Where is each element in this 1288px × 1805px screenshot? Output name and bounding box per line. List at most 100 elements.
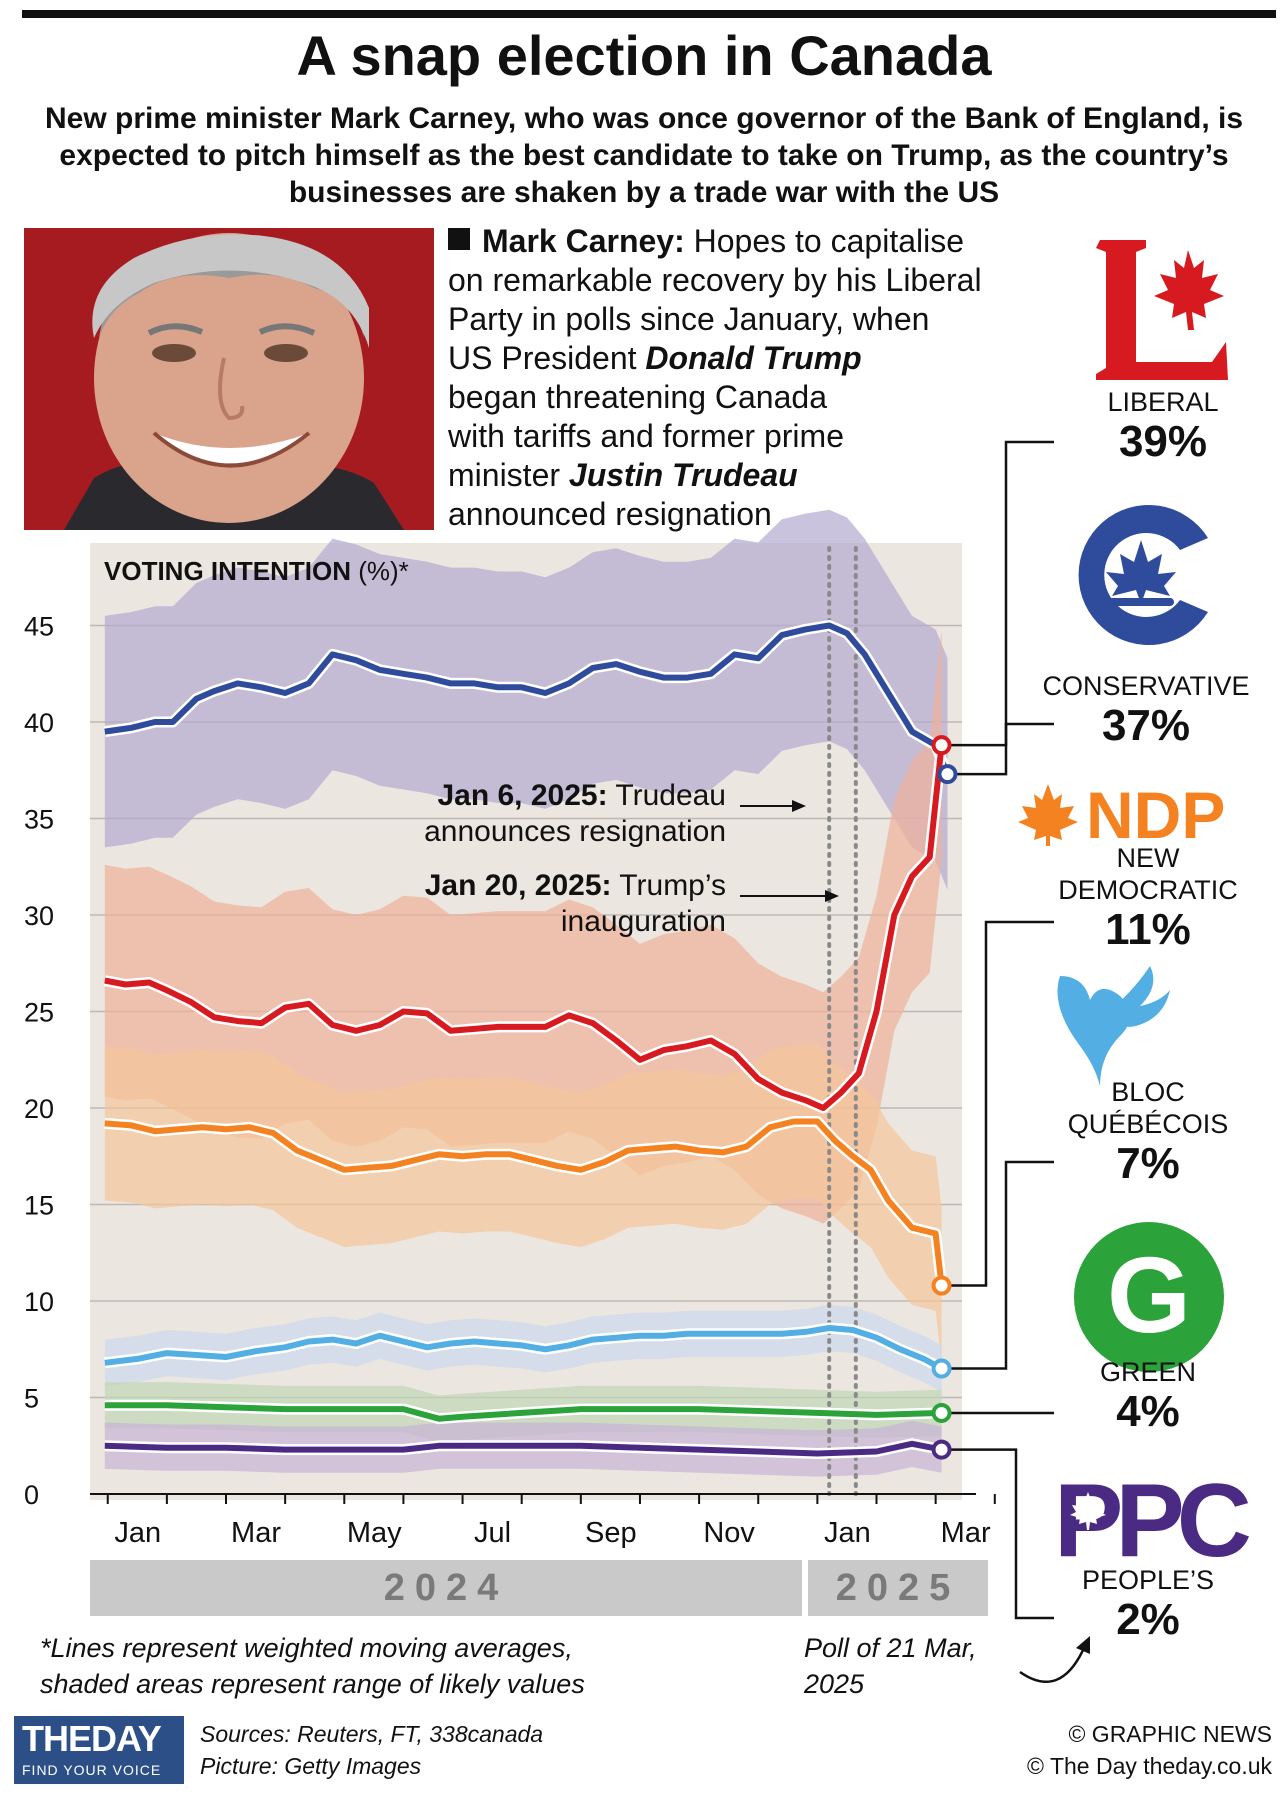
page-subtitle: New prime minister Mark Carney, who was … bbox=[44, 102, 1244, 209]
endpoint-bloc bbox=[931, 1358, 952, 1379]
y-axis-ticks: 0 5 10 15 20 25 30 35 40 45 bbox=[24, 612, 54, 1511]
ndp-logo-icon: NDP bbox=[1018, 778, 1225, 848]
party-ndp: NEW DEMOCRATIC 11% bbox=[1028, 842, 1268, 954]
endpoint-ppc bbox=[931, 1439, 952, 1460]
party-bloc-name-2: QUÉBÉCOIS bbox=[1067, 1109, 1229, 1139]
y-tick-label: 40 bbox=[24, 708, 54, 738]
party-liberal-pct: 39% bbox=[1118, 417, 1208, 466]
y-tick-label: 10 bbox=[24, 1287, 54, 1317]
y-tick-label: 15 bbox=[24, 1191, 54, 1221]
picture-credit: Picture: Getty Images bbox=[200, 1753, 422, 1779]
party-conservative-pct: 37% bbox=[1101, 701, 1191, 750]
sources: Sources: Reuters, FT, 338canada Picture:… bbox=[200, 1718, 543, 1782]
sources-line: Sources: Reuters, FT, 338canada bbox=[200, 1721, 544, 1747]
annotation-trudeau: Jan 6, 2025: Trudeau announces resignati… bbox=[330, 778, 726, 850]
annotation-trump-text1: Trump’s bbox=[611, 869, 726, 902]
party-ndp-name-1: NEW bbox=[1116, 843, 1180, 873]
endpoint-ndp bbox=[931, 1275, 952, 1296]
party-ppc: PEOPLE’S 2% bbox=[1028, 1564, 1268, 1644]
bullet-square bbox=[448, 228, 470, 250]
annotation-trudeau-text1: Trudeau bbox=[607, 779, 726, 812]
line-liberal bbox=[104, 744, 945, 1111]
y-tick-label: 30 bbox=[24, 901, 54, 931]
desc-line8: announced resignation bbox=[448, 496, 772, 532]
desc-line3: Party in polls since January, when bbox=[448, 301, 930, 337]
desc-line2: on remarkable recovery by his Liberal bbox=[448, 262, 982, 298]
line-bloc bbox=[104, 1325, 944, 1372]
x-tick-label: Jul bbox=[474, 1517, 511, 1549]
endpoint-liberal bbox=[931, 735, 952, 756]
y-tick-label: 5 bbox=[24, 1384, 39, 1414]
year-2024-bar: 2024 bbox=[90, 1560, 802, 1616]
annotation-trudeau-date: Jan 6, 2025: bbox=[437, 779, 608, 812]
party-ppc-pct: 2% bbox=[1116, 1595, 1180, 1644]
desc-trudeau: Justin Trudeau bbox=[568, 457, 798, 493]
desc-line6: with tariffs and former prime bbox=[448, 418, 844, 454]
theday-logo-tagline: FIND YOUR VOICE bbox=[22, 1762, 162, 1778]
green-logo-text: G bbox=[1107, 1234, 1191, 1355]
endpoint-conservative bbox=[937, 764, 958, 785]
desc-line1: Hopes to capitalise bbox=[684, 223, 965, 259]
ppc-logo-icon: PPC bbox=[1054, 1470, 1252, 1566]
confidence-bands bbox=[104, 509, 948, 1477]
y-tick-label: 45 bbox=[24, 612, 54, 642]
desc-line4-pre: US President bbox=[448, 340, 646, 376]
x-tick-label: Nov bbox=[703, 1517, 755, 1549]
copyright-theday: © The Day theday.co.uk bbox=[1027, 1753, 1272, 1779]
line-green bbox=[104, 1402, 942, 1422]
theday-logo: THEDAY FIND YOUR VOICE bbox=[14, 1716, 184, 1784]
desc-trump: Donald Trump bbox=[645, 340, 862, 376]
x-tick-label: Sep bbox=[585, 1517, 637, 1549]
line-ppc bbox=[104, 1440, 943, 1457]
y-tick-label: 0 bbox=[24, 1480, 39, 1510]
liberal-logo-icon bbox=[1096, 240, 1228, 380]
annotation-trump: Jan 20, 2025: Trump’s inauguration bbox=[330, 868, 726, 940]
leader-ndp bbox=[941, 920, 1054, 1287]
year-2025-bar: 2025 bbox=[808, 1560, 988, 1616]
party-conservative: CONSERVATIVE 37% bbox=[1026, 670, 1266, 750]
y-tick-label: 25 bbox=[24, 998, 54, 1028]
footnote: *Lines represent weighted moving average… bbox=[40, 1630, 585, 1702]
endpoint-green bbox=[931, 1402, 952, 1423]
party-ndp-pct: 11% bbox=[1105, 905, 1191, 954]
poll-note-line2: 2025 bbox=[804, 1669, 865, 1699]
credits: © GRAPHIC NEWS © The Day theday.co.uk bbox=[1027, 1718, 1272, 1782]
x-tick-label: Mar bbox=[231, 1517, 281, 1549]
carney-description: Mark Carney: Hopes to capitalise on rema… bbox=[448, 222, 1048, 534]
chart-title-main: VOTING INTENTION bbox=[104, 556, 351, 586]
x-tick-label: Jan bbox=[824, 1517, 871, 1549]
party-liberal: LIBERAL 39% bbox=[1068, 386, 1258, 466]
party-bloc-pct: 7% bbox=[1116, 1139, 1180, 1188]
chart-title-suffix: (%)* bbox=[351, 556, 409, 586]
leader-ppc bbox=[941, 1448, 1054, 1620]
copyright-graphic-news: © GRAPHIC NEWS bbox=[1068, 1721, 1272, 1747]
top-rule bbox=[22, 10, 1276, 18]
party-leader-lines bbox=[941, 440, 1054, 1620]
bloc-logo-icon bbox=[1057, 966, 1170, 1086]
series-endpoints bbox=[931, 735, 958, 1460]
series-lines bbox=[103, 620, 953, 1459]
footnote-line1: *Lines represent weighted moving average… bbox=[40, 1633, 573, 1663]
x-tick-label: Jan bbox=[114, 1517, 161, 1549]
party-ndp-name-2: DEMOCRATIC bbox=[1058, 875, 1238, 905]
green-logo-icon: G bbox=[1074, 1222, 1224, 1372]
annotation-trump-date: Jan 20, 2025: bbox=[424, 869, 612, 902]
band-conservative bbox=[104, 509, 948, 890]
band-ndp bbox=[104, 1044, 942, 1363]
leader-conservative bbox=[947, 722, 1054, 776]
portrait-illustration bbox=[24, 228, 434, 530]
leader-bloc bbox=[941, 1160, 1054, 1370]
annotation-trump-text2: inauguration bbox=[560, 905, 726, 938]
chart-title: VOTING INTENTION (%)* bbox=[104, 556, 409, 587]
party-green: GREEN 4% bbox=[1028, 1356, 1268, 1436]
y-tick-label: 35 bbox=[24, 805, 54, 835]
footnote-line2: shaded areas represent range of likely v… bbox=[40, 1669, 585, 1699]
leader-liberal bbox=[941, 440, 1054, 747]
party-bloc-name-1: BLOC bbox=[1111, 1077, 1185, 1107]
line-ndp bbox=[104, 1118, 945, 1286]
poll-note: Poll of 21 Mar, 2025 bbox=[804, 1630, 977, 1702]
annotation-trudeau-text2: announces resignation bbox=[424, 815, 726, 848]
party-conservative-name: CONSERVATIVE bbox=[1042, 671, 1250, 701]
desc-line5: began threatening Canada bbox=[448, 379, 827, 415]
